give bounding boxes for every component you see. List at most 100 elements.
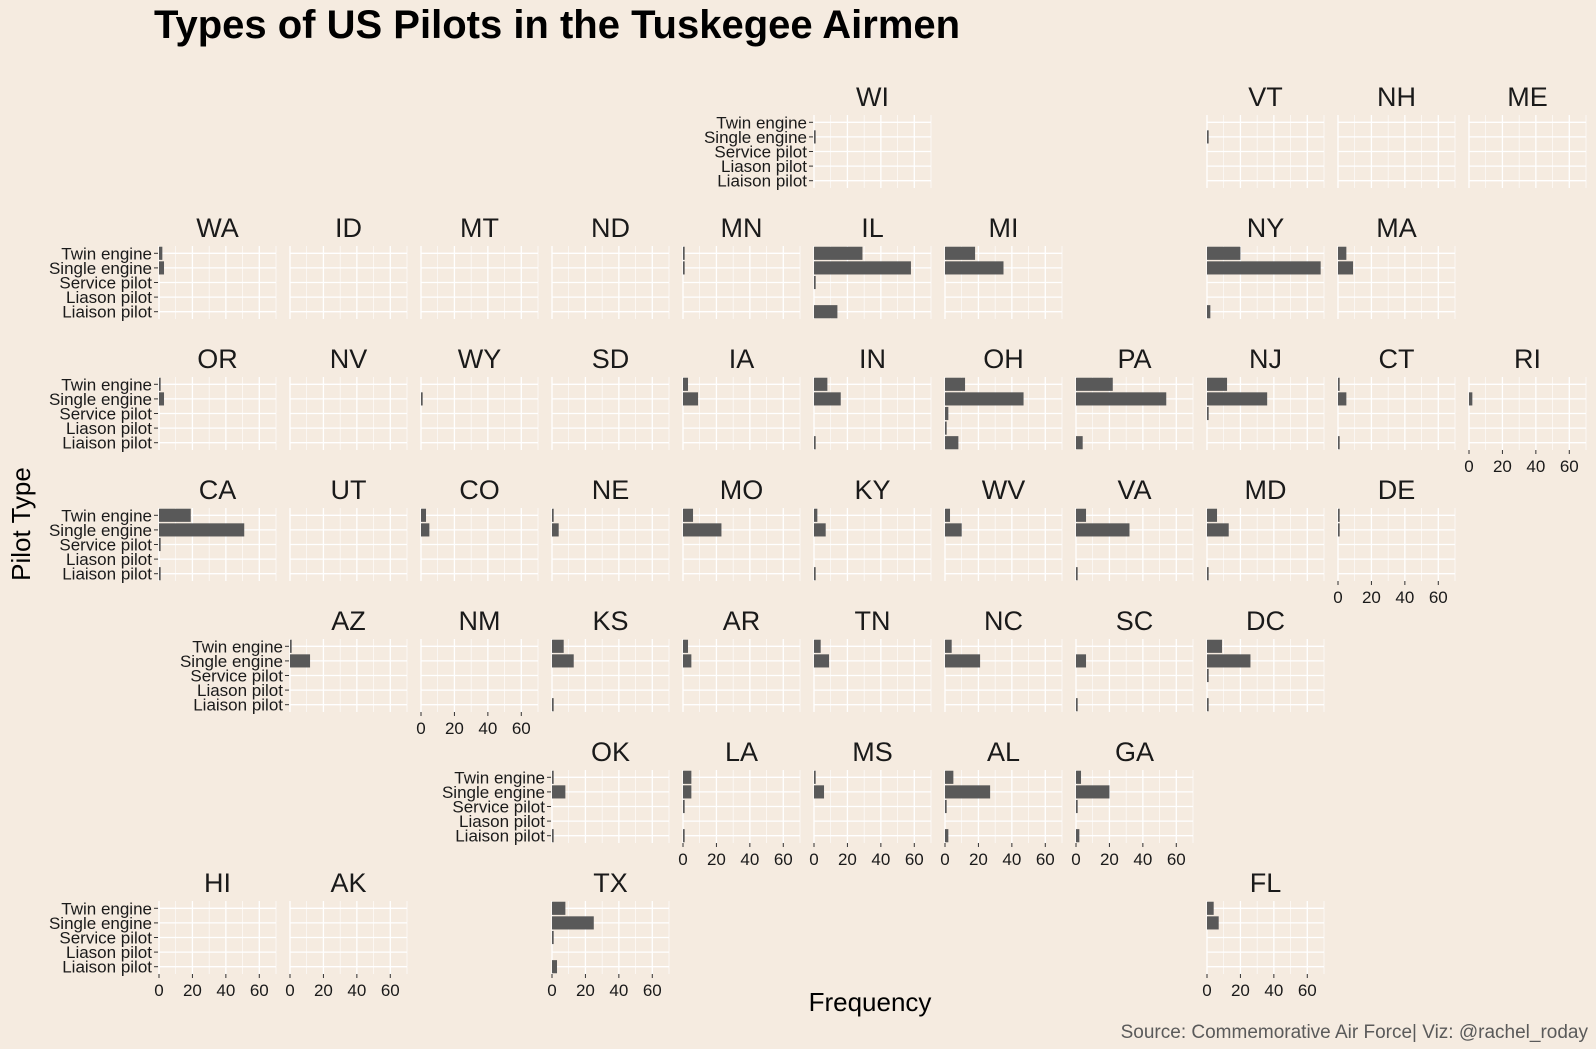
x-tick-label: 40	[478, 719, 497, 738]
bar-ny-0	[1207, 246, 1241, 260]
bar-ne-1	[552, 523, 559, 537]
bar-dc-4	[1207, 698, 1209, 712]
facet-tn: TN	[813, 606, 932, 712]
x-tick-label: 20	[1493, 457, 1512, 476]
facet-title-ri: RI	[1514, 344, 1541, 374]
facet-title-ne: NE	[592, 475, 630, 505]
facet-in: IN	[813, 344, 932, 450]
x-tick-label: 40	[871, 850, 890, 869]
bar-ar-1	[683, 654, 692, 668]
bar-ma-1	[1338, 261, 1354, 275]
x-tick-label: 20	[1362, 588, 1381, 607]
y-axis-label: Pilot Type	[6, 467, 36, 581]
facet-title-nd: ND	[591, 213, 630, 243]
bar-il-4	[814, 305, 838, 319]
bar-ga-2	[1076, 799, 1078, 814]
y-tick-label: Service pilot	[59, 929, 152, 948]
facet-sc: SC	[1075, 606, 1194, 712]
facet-al: AL 0 20 40 60	[940, 737, 1063, 869]
bar-de-0	[1338, 508, 1340, 522]
facet-title-ma: MA	[1376, 213, 1417, 243]
bar-wa-1	[159, 261, 165, 275]
bar-la-0	[683, 770, 692, 784]
facet-title-wy: WY	[458, 344, 502, 374]
bar-ca-0	[159, 508, 191, 522]
bar-ia-0	[683, 377, 689, 391]
facet-title-ca: CA	[199, 475, 237, 505]
y-tick-label: Liaison pilot	[62, 565, 152, 584]
y-tick-label: Liason pilot	[66, 419, 152, 438]
bar-oh-4	[945, 436, 959, 450]
y-tick-label: Twin engine	[192, 637, 283, 656]
facet-title-al: AL	[987, 737, 1020, 767]
bar-la-4	[683, 829, 685, 843]
y-tick-label: Single engine	[49, 259, 152, 278]
facet-title-nh: NH	[1377, 82, 1416, 112]
bar-vt-1	[1207, 130, 1209, 144]
y-tick-label: Service pilot	[452, 798, 545, 817]
facet-de: DE 0 20 40 60	[1333, 475, 1456, 607]
bar-ca-2	[159, 537, 161, 552]
x-tick-label: 0	[1071, 850, 1080, 869]
bar-al-1	[945, 785, 991, 799]
bar-az-0	[290, 639, 292, 653]
bar-la-2	[683, 799, 685, 814]
x-tick-label: 60	[1429, 588, 1448, 607]
facet-title-va: VA	[1117, 475, 1151, 505]
x-tick-label: 60	[250, 981, 269, 1000]
bar-ma-0	[1338, 246, 1347, 260]
facet-sd: SD	[551, 344, 670, 450]
bar-il-1	[814, 261, 911, 275]
y-tick-label: Twin engine	[61, 899, 152, 918]
x-tick-label: 20	[969, 850, 988, 869]
bar-or-0	[159, 377, 161, 391]
bar-tx-4	[552, 960, 558, 974]
facet-title-wa: WA	[196, 213, 239, 243]
bar-ks-1	[552, 654, 574, 668]
facet-nh: NH	[1337, 82, 1456, 188]
facet-title-hi: HI	[204, 868, 231, 898]
bar-ca-4	[159, 567, 161, 581]
facet-title-tn: TN	[855, 606, 891, 636]
x-tick-label: 20	[838, 850, 857, 869]
bar-al-2	[945, 799, 947, 814]
x-tick-label: 0	[940, 850, 949, 869]
facet-ak: AK 0 20 40 60	[285, 868, 408, 1000]
facet-nm: NM 0 20 40 60	[416, 606, 539, 738]
facet-nv: NV	[289, 344, 408, 450]
bar-al-4	[945, 829, 949, 843]
x-tick-label: 20	[183, 981, 202, 1000]
bar-al-0	[945, 770, 954, 784]
bar-ct-1	[1338, 392, 1347, 406]
bar-md-0	[1207, 508, 1218, 522]
bar-ky-4	[814, 567, 816, 581]
facet-pa: PA	[1075, 344, 1194, 450]
x-tick-label: 60	[1560, 457, 1579, 476]
bar-va-0	[1076, 508, 1087, 522]
facet-md: MD	[1206, 475, 1325, 581]
bar-wa-0	[159, 246, 163, 260]
facet-oh: OH	[944, 344, 1063, 450]
y-tick-label: Single engine	[180, 652, 283, 671]
facet-il: IL	[813, 213, 932, 319]
bar-wi-1	[814, 130, 816, 144]
x-tick-label: 20	[1100, 850, 1119, 869]
x-tick-label: 40	[1264, 981, 1283, 1000]
facet-title-ok: OK	[591, 737, 630, 767]
facet-mt: MT	[420, 213, 539, 319]
bar-mi-0	[945, 246, 976, 260]
y-tick-label: Liason pilot	[197, 681, 283, 700]
bar-ga-0	[1076, 770, 1082, 784]
bar-ct-4	[1338, 436, 1340, 450]
x-tick-label: 0	[678, 850, 687, 869]
bar-oh-3	[945, 421, 947, 435]
bar-ms-1	[814, 785, 825, 799]
bar-nj-1	[1207, 392, 1268, 406]
facet-ms: MS 0 20 40 60	[809, 737, 932, 869]
x-tick-label: 20	[314, 981, 333, 1000]
y-tick-label: Liaison pilot	[193, 696, 283, 715]
x-tick-label: 0	[1464, 457, 1473, 476]
